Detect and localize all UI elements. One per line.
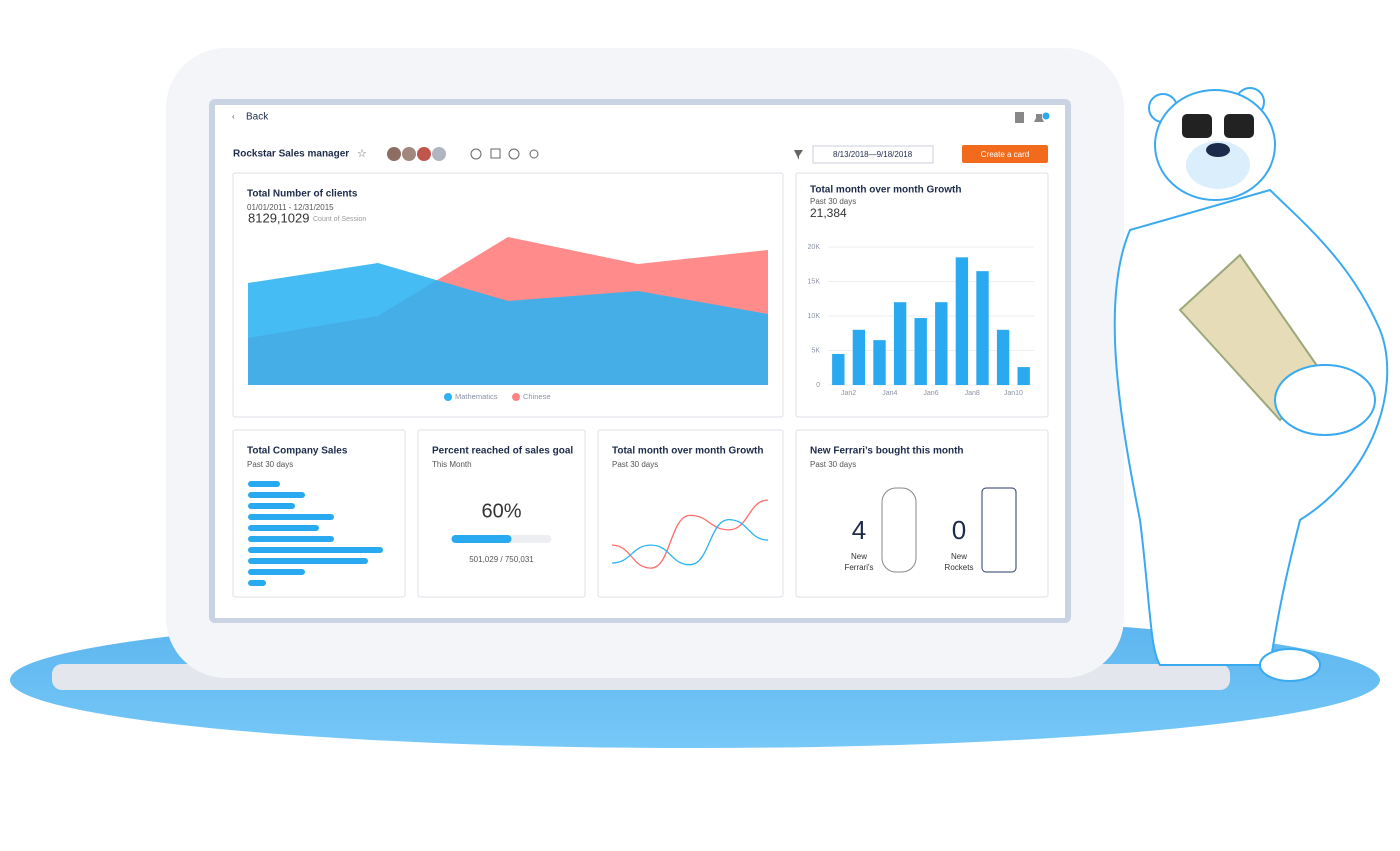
date-range: 8/13/2018—9/18/2018 <box>833 150 913 159</box>
card-subtitle: 01/01/2011 - 12/31/2015 <box>247 203 334 212</box>
stat-value: 0 <box>952 515 966 545</box>
create-card-label: Create a card <box>981 150 1029 159</box>
card-title: New Ferrari’s bought this month <box>810 446 964 457</box>
card-title: Total month over month Growth <box>810 185 961 196</box>
legend-label: Mathematics <box>455 392 498 401</box>
info-icon[interactable] <box>470 148 482 160</box>
legend-marker <box>444 393 452 401</box>
card <box>597 429 784 598</box>
headline-note: Count of Session <box>313 216 366 223</box>
line <box>611 499 769 569</box>
back-link[interactable]: Back <box>246 112 269 123</box>
legend-marker <box>512 393 520 401</box>
bar <box>955 257 969 385</box>
avatar <box>402 147 416 161</box>
header: ‹ Back Rockstar Sales manager ☆ 8/13/201… <box>232 112 1050 164</box>
bar <box>935 302 948 385</box>
bar <box>248 580 266 586</box>
card <box>795 429 1049 598</box>
bell-icon[interactable] <box>1034 114 1044 122</box>
bar <box>873 340 886 385</box>
card <box>417 429 586 598</box>
card-title: Total Number of clients <box>247 189 358 200</box>
refresh-icon[interactable] <box>508 148 520 160</box>
book-icon[interactable] <box>1015 112 1024 123</box>
bar <box>248 547 383 553</box>
headline: 21,384 <box>810 206 847 220</box>
x-tick-label: Jan6 <box>923 390 938 397</box>
y-tick-label: 5K <box>811 347 820 354</box>
stat-label: New <box>851 552 867 561</box>
stat-label: New <box>951 552 967 561</box>
y-tick-label: 0 <box>816 382 820 389</box>
bar <box>996 329 1010 385</box>
card-subtitle: Past 30 days <box>612 460 658 469</box>
bar <box>248 558 368 564</box>
present-icon[interactable] <box>490 148 501 159</box>
star-icon[interactable]: ☆ <box>357 148 367 160</box>
x-tick-label: Jan10 <box>1004 390 1023 397</box>
x-tick-label: Jan2 <box>841 390 856 397</box>
share-icon[interactable] <box>529 149 539 159</box>
avatar <box>432 147 446 161</box>
y-tick-label: 15K <box>808 278 821 285</box>
avatar <box>387 147 401 161</box>
bar <box>248 514 334 520</box>
notification-dot <box>1042 112 1050 120</box>
bar <box>248 536 334 542</box>
progress-fill <box>451 535 512 543</box>
bar <box>893 302 907 385</box>
filter-icon[interactable] <box>794 150 803 160</box>
stat-value: 4 <box>852 515 866 545</box>
bar <box>248 492 305 498</box>
card-subtitle: Past 30 days <box>810 460 856 469</box>
card-subtitle: Past 30 days <box>810 197 856 206</box>
bar <box>1017 367 1030 385</box>
card-title: Total month over month Growth <box>612 446 763 457</box>
line <box>611 518 769 566</box>
back-icon[interactable]: ‹ <box>232 112 235 121</box>
bear <box>1113 87 1389 682</box>
bar <box>248 525 319 531</box>
date-picker[interactable] <box>812 145 934 164</box>
bar <box>832 353 845 385</box>
card-subtitle: Past 30 days <box>247 460 293 469</box>
card-subtitle: This Month <box>432 460 472 469</box>
x-tick-label: Jan4 <box>882 390 897 397</box>
value-label: 60% <box>481 500 521 522</box>
card <box>232 429 406 598</box>
card-title: Total Company Sales <box>247 446 348 457</box>
headline: 8129,1029 <box>248 210 309 225</box>
bar <box>248 481 280 487</box>
bar <box>248 503 295 509</box>
area <box>248 263 768 385</box>
x-tick-label: Jan8 <box>965 390 980 397</box>
rocket-icon <box>981 487 1017 573</box>
bar <box>976 271 989 385</box>
bar <box>914 318 927 385</box>
legend-label: Chinese <box>523 392 551 401</box>
stat-label: Ferrari's <box>844 563 873 572</box>
y-tick-label: 20K <box>808 244 821 251</box>
progress-detail: 501,029 / 750,031 <box>469 555 534 564</box>
bar <box>852 329 866 385</box>
stat-label: Rockets <box>945 563 974 572</box>
car-icon <box>881 487 917 573</box>
bar <box>248 569 305 575</box>
dashboard-title: Rockstar Sales manager <box>233 149 349 160</box>
create-card-button[interactable] <box>962 145 1048 163</box>
y-tick-label: 10K <box>808 313 821 320</box>
card-title: Percent reached of sales goal <box>432 446 573 457</box>
avatar <box>417 147 431 161</box>
